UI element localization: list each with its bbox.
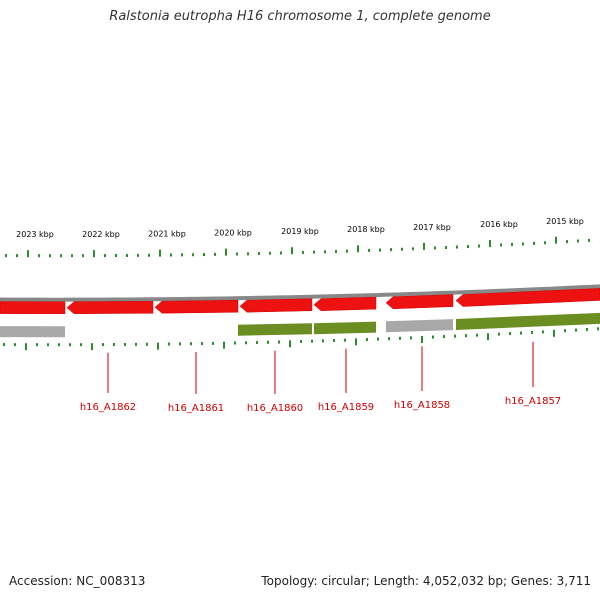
gene-label[interactable]: h16_A1861 (168, 403, 224, 414)
gene-arrow[interactable] (385, 294, 454, 310)
gene-label[interactable]: h16_A1860 (247, 403, 303, 414)
cds-band (314, 321, 376, 335)
gene-label[interactable]: h16_A1857 (505, 396, 561, 407)
kbp-label: 2018 kbp (347, 225, 385, 234)
gene-arrow[interactable] (0, 301, 66, 314)
cds-band (0, 326, 65, 338)
gene-arrow[interactable] (455, 288, 600, 307)
genome-summary-text: Topology: circular; Length: 4,052,032 bp… (261, 574, 591, 588)
map-title: Ralstonia eutropha H16 chromosome 1, com… (109, 9, 491, 24)
cds-band (238, 323, 312, 336)
kbp-label: 2017 kbp (413, 223, 451, 232)
kbp-label: 2020 kbp (214, 228, 252, 237)
gene-arrow[interactable] (154, 299, 239, 314)
gene-arrow[interactable] (239, 298, 313, 313)
gene-label[interactable]: h16_A1859 (318, 402, 374, 413)
kbp-label: 2023 kbp (16, 230, 54, 239)
kbp-label: 2019 kbp (281, 227, 319, 236)
cds-band (456, 312, 600, 330)
gene-label[interactable]: h16_A1862 (80, 402, 136, 413)
cds-band (386, 319, 453, 333)
accession-text: Accession: NC_008313 (9, 574, 146, 588)
backbone-ring (0, 284, 600, 302)
kbp-label: 2022 kbp (82, 230, 120, 239)
kbp-label: 2016 kbp (480, 220, 518, 229)
gene-arrow[interactable] (66, 301, 154, 314)
kbp-label: 2015 kbp (546, 217, 584, 226)
gene-arrow[interactable] (313, 296, 377, 311)
kbp-label: 2021 kbp (148, 229, 186, 238)
gene-label[interactable]: h16_A1858 (394, 400, 450, 411)
